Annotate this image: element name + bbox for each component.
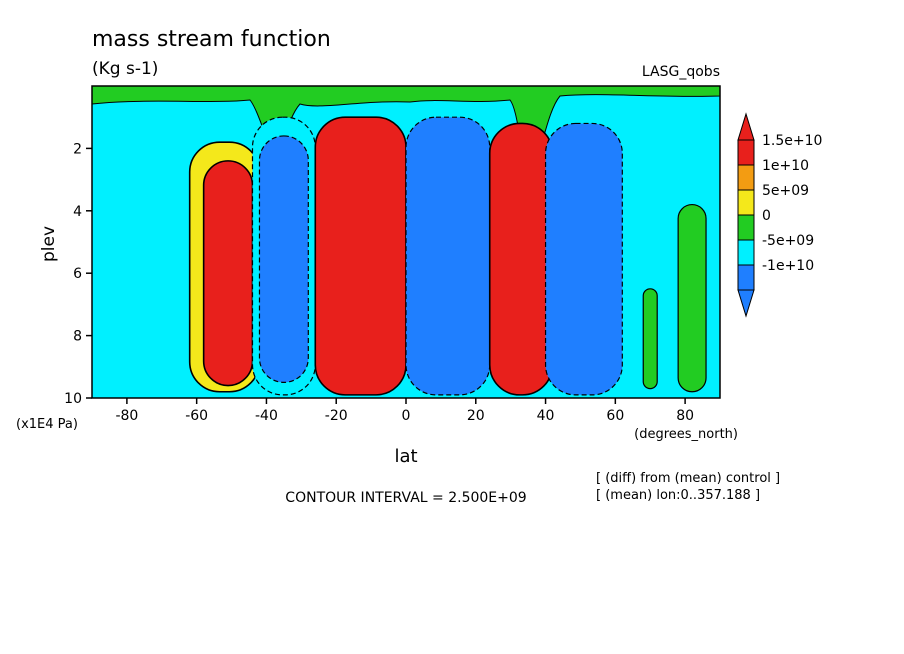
contour-cell-4 [314, 116, 407, 396]
contour-interval: CONTOUR INTERVAL = 2.500E+09 [285, 490, 526, 506]
x-axis-label: lat [394, 446, 417, 467]
colorbar-label: 1.5e+10 [762, 133, 822, 149]
contour-cell-9 [677, 203, 707, 393]
x-tick-label: 40 [537, 408, 555, 424]
y-tick-label: 4 [73, 204, 82, 220]
x-tick-label: 0 [402, 408, 411, 424]
dataset-label: LASG_qobs [642, 64, 720, 80]
contour-cell-6 [488, 122, 554, 396]
x-tick-label: -80 [115, 408, 138, 424]
y-tick-label: 10 [64, 391, 82, 407]
colorbar-swatch [737, 189, 755, 216]
x-tick-label: 80 [676, 408, 694, 424]
colorbar-label: 5e+09 [762, 183, 809, 199]
x-tick-label: 60 [606, 408, 624, 424]
y-axis-ticks: 2 4 6 8 10 [64, 141, 92, 407]
chart-subtitle: (Kg s-1) [92, 59, 158, 79]
y-axis-label: plev [39, 226, 59, 262]
colorbar: 1.5e+10 1e+10 5e+09 0 -5e+09 -1e+10 [737, 112, 822, 318]
contour-fill-group [188, 116, 707, 396]
colorbar-label: 0 [762, 208, 771, 224]
contour-cell-3 [258, 135, 309, 383]
colorbar-bottom-arrow [737, 289, 755, 318]
contour-cell-5 [405, 116, 491, 396]
contour-cell-1 [202, 160, 254, 387]
x-axis-units: (degrees_north) [634, 427, 738, 442]
colorbar-swatch [737, 264, 755, 291]
x-tick-label: 20 [467, 408, 485, 424]
colorbar-swatch [737, 239, 755, 266]
y-tick-label: 6 [73, 266, 82, 282]
x-tick-label: -60 [185, 408, 208, 424]
y-tick-label: 2 [73, 141, 82, 157]
chart-title: mass stream function [92, 27, 331, 52]
contour-cell-7 [544, 122, 623, 396]
colorbar-swatch [737, 164, 755, 191]
colorbar-swatch [737, 214, 755, 241]
upper-zero-region [92, 86, 720, 182]
note-line-2: [ (mean) lon:0..357.188 ] [596, 488, 760, 503]
colorbar-label: 1e+10 [762, 158, 809, 174]
colorbar-label: -1e+10 [762, 258, 814, 274]
contour-cell-8 [642, 288, 658, 390]
colorbar-top-arrow [737, 112, 755, 141]
y-axis-units: (x1E4 Pa) [16, 417, 78, 432]
colorbar-label: -5e+09 [762, 233, 814, 249]
x-tick-label: -40 [255, 408, 278, 424]
x-tick-label: -20 [325, 408, 348, 424]
y-tick-label: 8 [73, 329, 82, 345]
colorbar-swatch [737, 139, 755, 166]
note-line-1: [ (diff) from (mean) control ] [596, 471, 780, 486]
x-axis-ticks: -80 -60 -40 -20 0 20 40 60 80 [115, 398, 694, 424]
